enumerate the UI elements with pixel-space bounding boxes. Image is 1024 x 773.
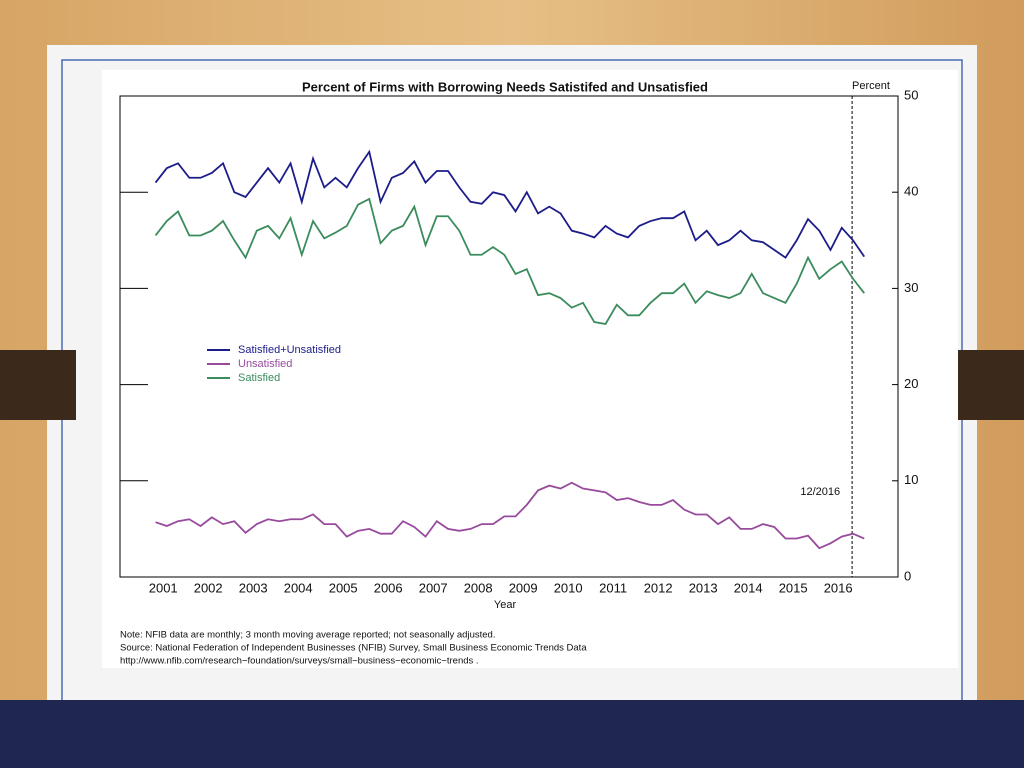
- x-tick-label: 2015: [779, 580, 808, 595]
- x-tick-label: 2010: [554, 580, 583, 595]
- y-tick-label: 10: [904, 472, 918, 487]
- side-tab: [0, 350, 76, 420]
- y-tick-label: 40: [904, 184, 918, 199]
- x-tick-label: 2003: [239, 580, 268, 595]
- x-tick-label: 2006: [374, 580, 403, 595]
- series-line: [155, 481, 865, 550]
- chart-area: [102, 70, 958, 668]
- x-tick-label: 2002: [194, 580, 223, 595]
- y-axis-label: Percent: [852, 80, 890, 92]
- note: Source: National Federation of Independe…: [120, 643, 587, 654]
- chart-title: Percent of Firms with Borrowing Needs Sa…: [302, 79, 708, 94]
- y-tick-label: 30: [904, 280, 918, 295]
- legend-label: Satisfied+Unsatisfied: [238, 344, 341, 356]
- x-axis-label: Year: [494, 599, 517, 611]
- x-tick-label: 2004: [284, 580, 313, 595]
- x-tick-label: 2013: [689, 580, 718, 595]
- legend-label: Satisfied: [238, 372, 280, 384]
- footer-band: [0, 700, 1024, 768]
- y-tick-label: 0: [904, 568, 911, 583]
- plot-frame: [119, 95, 899, 578]
- x-tick-label: 2011: [599, 580, 627, 595]
- annotation: 12/2016: [800, 486, 840, 498]
- x-tick-label: 2007: [419, 580, 448, 595]
- x-tick-label: 2009: [509, 580, 538, 595]
- legend-label: Unsatisfied: [238, 358, 292, 370]
- x-tick-label: 2016: [824, 580, 853, 595]
- x-tick-label: 2008: [464, 580, 493, 595]
- series-line: [154, 149, 865, 259]
- x-tick-label: 2001: [149, 580, 178, 595]
- x-tick-label: 2014: [734, 580, 763, 595]
- note: http://www.nfib.com/research−foundation/…: [120, 656, 479, 667]
- series-line: [154, 197, 865, 325]
- note: Note: NFIB data are monthly; 3 month mov…: [120, 630, 495, 641]
- side-tab: [948, 350, 1024, 420]
- x-tick-label: 2012: [644, 580, 673, 595]
- y-tick-label: 20: [904, 376, 918, 391]
- x-tick-label: 2005: [329, 580, 358, 595]
- y-tick-label: 50: [904, 87, 918, 102]
